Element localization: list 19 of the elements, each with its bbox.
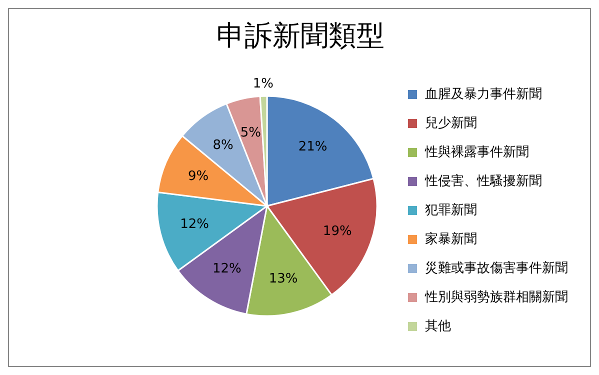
data-label: 8% <box>212 138 234 153</box>
data-label: 12% <box>180 217 210 232</box>
data-label: 19% <box>322 224 352 239</box>
legend-label: 其他 <box>425 318 451 335</box>
data-label: 9% <box>188 168 209 184</box>
legend-label: 兒少新聞 <box>425 115 477 132</box>
data-label: 12% <box>212 262 242 277</box>
data-label: 1% <box>252 76 274 92</box>
legend-label: 犯罪新聞 <box>425 202 477 219</box>
legend-label: 災難或事故傷害事件新聞 <box>425 260 568 277</box>
data-label: 21% <box>298 139 328 154</box>
legend-label: 性別與弱勢族群相關新聞 <box>425 289 568 306</box>
legend-label: 家暴新聞 <box>425 231 477 248</box>
data-label: 5% <box>240 126 261 140</box>
legend-label: 血腥及暴力事件新聞 <box>425 86 542 103</box>
legend-label: 性侵害、性騷擾新聞 <box>425 173 542 190</box>
legend-label: 性與裸露事件新聞 <box>425 144 529 161</box>
chart-title: 申訴新聞類型 <box>216 18 386 54</box>
data-label: 13% <box>268 272 298 286</box>
